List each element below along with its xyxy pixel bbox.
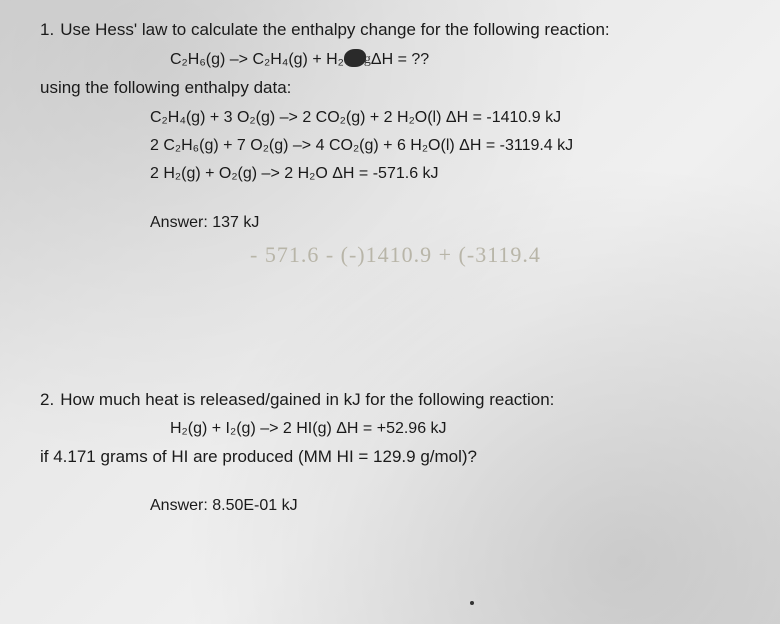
q1-prompt-text: Use Hess' law to calculate the enthalpy … — [60, 20, 609, 39]
q1-eq2: 2 C₂H₆(g) + 7 O₂(g) –> 4 CO₂(g) + 6 H₂O(… — [150, 134, 750, 158]
q2-answer: Answer: 8.50E-01 kJ — [150, 497, 750, 515]
q1-faint-work: - 571.6 - (-)1410.9 + (-3119.4 — [250, 242, 750, 268]
q1-eq1: C₂H₄(g) + 3 O₂(g) –> 2 CO₂(g) + 2 H₂O(l)… — [150, 106, 750, 130]
q2-prompt-text: How much heat is released/gained in kJ f… — [60, 390, 554, 409]
q1-number: 1. — [40, 20, 54, 39]
q1-target-lhs: C₂H₆(g) –> C₂H₄(g) + H₂ — [170, 51, 344, 68]
q1-target-equation: C₂H₆(g) –> C₂H₄(g) + H₂gΔH = ?? — [170, 48, 750, 72]
q1-eq3: 2 H₂(g) + O₂(g) –> 2 H₂O ΔH = -571.6 kJ — [150, 162, 750, 186]
q2-condition: if 4.171 grams of HI are produced (MM HI… — [40, 445, 750, 469]
q1-prompt: 1. Use Hess' law to calculate the enthalp… — [40, 18, 750, 42]
q1-answer: Answer: 137 kJ — [150, 214, 750, 232]
q2-number: 2. — [40, 390, 54, 409]
stray-dot — [470, 601, 474, 605]
q1-using: using the following enthalpy data: — [40, 76, 750, 100]
smudge-icon — [344, 49, 366, 67]
q2-equation: H₂(g) + I₂(g) –> 2 HI(g) ΔH = +52.96 kJ — [170, 417, 750, 441]
q2-prompt: 2. How much heat is released/gained in kJ… — [40, 388, 750, 412]
q1-target-rhs: ΔH = ?? — [371, 51, 429, 68]
